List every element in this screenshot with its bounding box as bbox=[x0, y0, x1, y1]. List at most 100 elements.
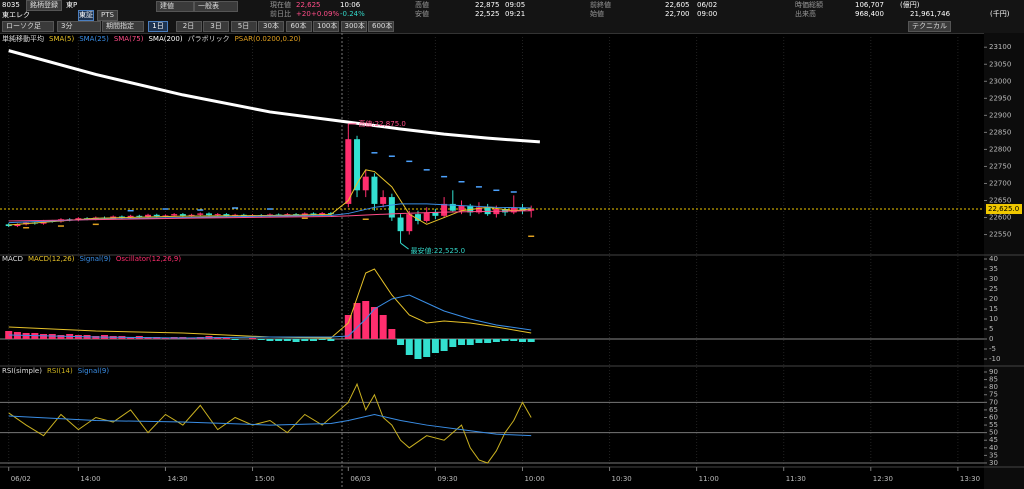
y-tick-label: 60 bbox=[989, 413, 998, 421]
legend-label: Signal(9) bbox=[79, 255, 111, 263]
y-tick-label: 22550 bbox=[989, 231, 1011, 239]
oscillator-bar bbox=[510, 339, 518, 341]
y-tick-label: 23050 bbox=[989, 60, 1011, 68]
quote-value: 06/02 bbox=[697, 1, 718, 9]
candle-body bbox=[205, 213, 212, 216]
y-tick-label: 22950 bbox=[989, 94, 1011, 102]
exchange-tab[interactable]: PTS bbox=[97, 10, 118, 21]
candle-body bbox=[510, 207, 517, 213]
y-tick-label: 50 bbox=[989, 429, 998, 437]
range-button[interactable]: 600本 bbox=[368, 21, 394, 32]
oscillator-bar bbox=[309, 339, 317, 341]
indicator-line bbox=[8, 210, 532, 222]
legend-label: SMA(25) bbox=[79, 35, 109, 43]
period-button[interactable]: 期間指定 bbox=[102, 21, 144, 32]
candle-body bbox=[214, 214, 221, 216]
oscillator-bar bbox=[318, 339, 326, 340]
register-button[interactable]: 銘柄登録 bbox=[26, 0, 62, 11]
candle-body bbox=[484, 207, 491, 215]
range-button[interactable]: 1日 bbox=[148, 21, 168, 32]
toolbar-button[interactable]: 建値 bbox=[156, 1, 194, 12]
range-button[interactable]: 5日 bbox=[230, 21, 257, 32]
candle-body bbox=[5, 224, 12, 227]
annotation: 高値:22,875.0 bbox=[358, 119, 406, 128]
toolbar: 8035 銘柄登録 東P 東エレク 東証 PTS ローソク足 3分 期間指定 建… bbox=[0, 0, 1024, 34]
range-button[interactable]: 300本 bbox=[340, 21, 367, 32]
candle-body bbox=[423, 212, 430, 221]
y-tick-label: 40 bbox=[989, 255, 998, 263]
y-tick-label: 15 bbox=[989, 305, 998, 313]
range-button[interactable]: 100本 bbox=[313, 21, 339, 32]
oscillator-bar bbox=[501, 339, 509, 341]
oscillator-bar bbox=[518, 339, 526, 342]
legend-label: MACD bbox=[2, 255, 23, 263]
candle-body bbox=[449, 203, 456, 211]
y-tick-label: 35 bbox=[989, 265, 998, 273]
quote-label: 始値 bbox=[590, 10, 604, 18]
y-tick-label: 55 bbox=[989, 421, 998, 429]
indicator-line bbox=[8, 268, 532, 339]
quote-value: 09:21 bbox=[505, 10, 526, 18]
legend-label: SMA(75) bbox=[114, 35, 144, 43]
oscillator-bar bbox=[484, 339, 492, 343]
oscillator-bar bbox=[231, 339, 239, 340]
market: 東P bbox=[66, 1, 78, 9]
x-tick-label: 06/03 bbox=[350, 475, 370, 483]
quote-label: 前終値 bbox=[590, 1, 611, 9]
oscillator-bar bbox=[327, 339, 335, 341]
candle-body bbox=[127, 215, 134, 218]
quote-value: 21,961,746 bbox=[910, 10, 951, 18]
exchange-tab[interactable]: 東証 bbox=[78, 10, 94, 21]
oscillator-bar bbox=[22, 333, 30, 339]
oscillator-bar bbox=[57, 335, 65, 339]
oscillator-bar bbox=[5, 331, 13, 339]
legend-label: RSI(14) bbox=[47, 367, 73, 375]
range-button[interactable]: 30本 bbox=[258, 21, 284, 32]
oscillator-bar bbox=[423, 339, 431, 357]
quote-value: (億円) bbox=[900, 1, 920, 9]
oscillator-bar bbox=[379, 315, 387, 339]
oscillator-bar bbox=[414, 339, 422, 359]
candle-body bbox=[171, 214, 178, 216]
y-tick-label: 22750 bbox=[989, 162, 1011, 170]
candle-body bbox=[188, 214, 195, 216]
x-tick-label: 11:30 bbox=[786, 475, 806, 483]
chart-kind-select[interactable]: ローソク足 bbox=[2, 21, 54, 32]
stock-code: 8035 bbox=[2, 1, 20, 9]
y-tick-label: 0 bbox=[989, 335, 993, 343]
oscillator-bar bbox=[492, 339, 500, 342]
range-button[interactable]: 2日 bbox=[175, 21, 202, 32]
candle-body bbox=[136, 215, 143, 217]
toolbar-button[interactable]: 一般表 bbox=[194, 1, 238, 12]
candle-body bbox=[432, 212, 439, 216]
indicator-line bbox=[8, 413, 532, 437]
candle-body bbox=[519, 207, 526, 211]
oscillator-bar bbox=[222, 338, 230, 339]
candle-body bbox=[310, 213, 317, 215]
interval-select[interactable]: 3分 bbox=[57, 21, 101, 32]
candle-body bbox=[14, 224, 21, 227]
oscillator-bar bbox=[188, 338, 196, 339]
quote-value: -0.24% bbox=[340, 10, 365, 18]
candle-body bbox=[197, 213, 204, 215]
range-button[interactable]: 60本 bbox=[285, 21, 312, 32]
y-tick-label: 35 bbox=[989, 451, 998, 459]
technical-button[interactable]: テクニカル bbox=[908, 21, 951, 32]
candle-body bbox=[354, 139, 361, 191]
quote-label: 安値 bbox=[415, 10, 429, 18]
oscillator-bar bbox=[475, 339, 483, 343]
candle-body bbox=[153, 214, 160, 217]
indicator-line bbox=[8, 382, 532, 464]
range-button[interactable]: 3日 bbox=[203, 21, 229, 32]
y-tick-label: 80 bbox=[989, 383, 998, 391]
y-tick-label: 22600 bbox=[989, 214, 1011, 222]
quote-value: 22,700 bbox=[665, 10, 690, 18]
candle-body bbox=[528, 209, 535, 211]
candle-body bbox=[301, 213, 308, 216]
y-tick-label: 45 bbox=[989, 436, 998, 444]
quote-value: 968,400 bbox=[855, 10, 884, 18]
candle-body bbox=[388, 197, 395, 218]
oscillator-bar bbox=[440, 339, 448, 351]
